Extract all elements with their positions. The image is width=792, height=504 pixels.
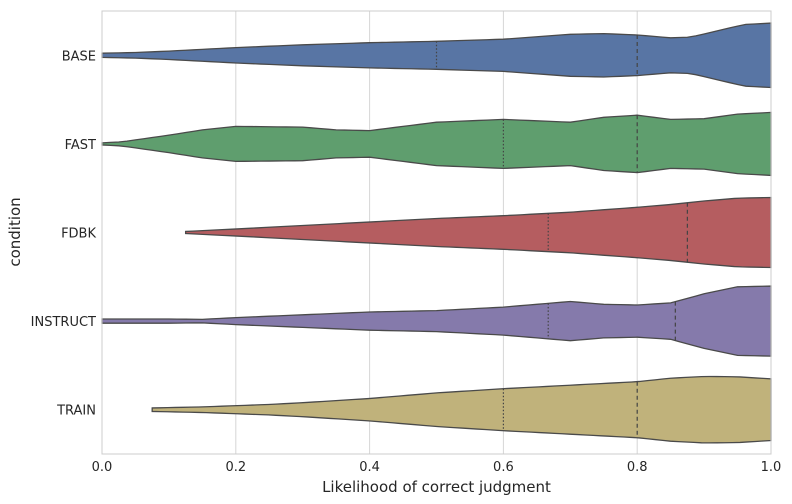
y-tick-label: FDBK (61, 227, 96, 242)
y-tick-label: BASE (62, 49, 96, 64)
x-tick-label: 0.2 (225, 460, 246, 475)
y-axis-title: condition (6, 197, 24, 266)
x-tick-label: 0.4 (359, 460, 380, 475)
plot-frame (101, 10, 772, 455)
y-tick-label: INSTRUCT (31, 315, 96, 330)
x-tick-label: 0.8 (627, 460, 648, 475)
violin-fdbk (184, 196, 772, 269)
violin-train (151, 375, 772, 444)
x-tick-label: 0.6 (493, 460, 514, 475)
y-tick-label: FAST (65, 138, 96, 153)
y-tick-label: TRAIN (56, 404, 96, 419)
x-tick-label: 1.0 (761, 460, 782, 475)
x-axis-title: Likelihood of correct judgment (322, 478, 551, 496)
violin-instruct (101, 285, 772, 357)
x-tick-label: 0.0 (92, 460, 113, 475)
x-axis-ticks: 0.0 0.2 0.4 0.6 0.8 1.0 (92, 460, 782, 475)
violin-fast (101, 111, 772, 177)
y-axis-ticks: BASE FAST FDBK INSTRUCT TRAIN (31, 49, 97, 418)
violins (101, 22, 772, 444)
